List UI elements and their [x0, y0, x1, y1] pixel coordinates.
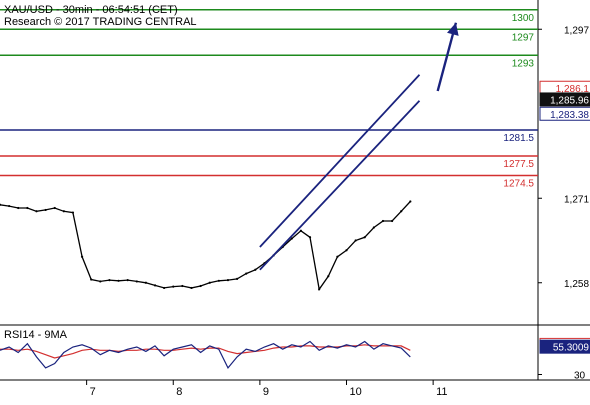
price-point-15	[135, 280, 138, 283]
price-point-26	[235, 277, 239, 280]
price-point-28	[254, 268, 257, 271]
price-point-42	[381, 219, 385, 223]
level-label-2: 1293	[512, 58, 535, 69]
price-line	[0, 201, 411, 291]
price-point-8	[71, 211, 75, 214]
marker-layer: 1,286.11,285.961,283.3856.909555.3009	[539, 80, 590, 354]
price-point-27	[245, 272, 248, 275]
time-tick-label-4: 11	[436, 386, 447, 398]
price-point-24	[217, 279, 220, 282]
channel-lower-line	[259, 100, 421, 271]
price-point-9	[80, 255, 84, 258]
level-label-4: 1277.5	[503, 159, 534, 170]
price-point-20	[181, 284, 184, 288]
axis-layer: 1,297 1,271 1,258 30 7 8 9 10 11	[86, 25, 589, 398]
rsi-marker-box-1	[539, 339, 590, 354]
rsi-layer	[0, 340, 411, 369]
price-marker-box-2	[539, 106, 590, 121]
price-tick-label-1: 1,271	[564, 194, 589, 205]
main-panel	[0, 0, 538, 325]
price-point-43	[391, 219, 394, 223]
price-point-41	[372, 226, 375, 229]
price-point-11	[99, 280, 102, 283]
projection-arrow-head	[447, 22, 459, 36]
price-marker-box-1	[539, 92, 590, 107]
price-point-4	[35, 210, 38, 213]
price-point-12	[108, 279, 111, 282]
level-label-3: 1281.5	[503, 133, 534, 144]
price-point-13	[117, 279, 120, 282]
price-point-22	[199, 284, 202, 288]
price-point-19	[172, 285, 175, 288]
price-tick-label-2: 1,258	[564, 279, 589, 290]
time-tick-label-0: 7	[90, 386, 96, 398]
price-marker-label-2: 1,283.38	[550, 110, 589, 121]
levels-layer: 1300 1297 1293 1281.5 1277.5 1274.5	[0, 8, 538, 190]
price-point-33	[299, 229, 303, 232]
price-point-34	[308, 236, 312, 239]
level-label-0: 1300	[512, 13, 535, 24]
price-marker-label-0: 1,286.1	[556, 84, 590, 95]
price-point-39	[354, 239, 357, 242]
rsi-tick-label-0: 30	[574, 371, 586, 382]
price-point-14	[126, 279, 129, 282]
price-point-21	[190, 286, 193, 290]
level-label-5: 1274.5	[503, 179, 534, 190]
price-point-2	[17, 206, 20, 210]
time-tick-label-2: 9	[263, 386, 269, 398]
time-tick-label-3: 10	[350, 386, 362, 398]
price-point-23	[208, 281, 211, 284]
price-tick-label-0: 1,297	[564, 25, 589, 36]
price-point-18	[163, 286, 166, 290]
price-point-17	[153, 284, 157, 287]
price-point-36	[327, 275, 330, 278]
price-point-5	[44, 208, 47, 212]
price-layer	[0, 200, 412, 291]
chart-title-line1: XAU/USD - 30min - 06:54:51 (CET)	[4, 4, 178, 16]
rsi-marker-label-1: 55.3009	[553, 343, 590, 354]
time-tick-label-1: 8	[176, 386, 182, 398]
price-point-37	[336, 255, 339, 258]
price-point-1	[8, 204, 11, 208]
price-point-25	[226, 279, 230, 282]
price-point-6	[53, 206, 56, 210]
price-point-38	[345, 249, 348, 252]
channel-upper-line	[259, 74, 421, 248]
price-point-0	[0, 203, 2, 206]
rsi-line	[0, 340, 411, 369]
price-point-44	[400, 210, 403, 213]
price-point-32	[290, 237, 293, 240]
overlay-layer	[259, 22, 459, 271]
rsi-title: RSI14 - 9MA	[4, 329, 68, 341]
price-point-45	[409, 200, 412, 203]
level-label-1: 1297	[512, 32, 535, 43]
price-point-3	[26, 206, 29, 210]
price-marker-label-1: 1,285.96	[550, 95, 589, 106]
price-point-40	[363, 236, 366, 239]
price-point-16	[144, 281, 147, 284]
price-point-7	[62, 210, 65, 213]
chart-title-line2: Research © 2017 TRADING CENTRAL	[4, 16, 197, 28]
price-point-35	[318, 288, 321, 291]
price-point-10	[90, 278, 93, 281]
